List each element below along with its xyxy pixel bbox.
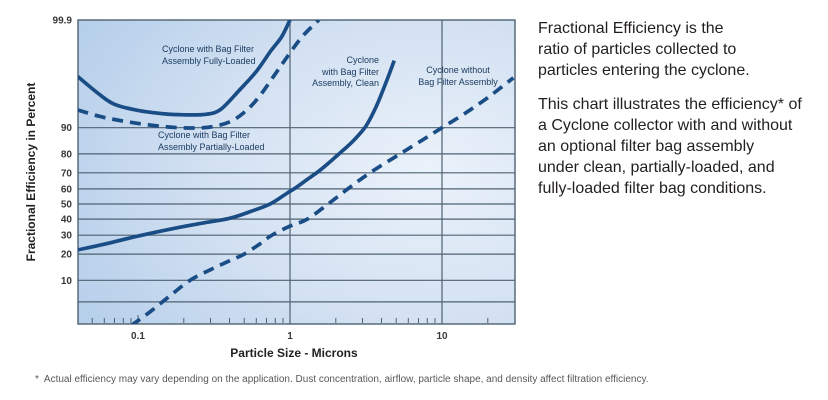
y-tick-label-50: 50 (61, 200, 73, 211)
description-panel: Fractional Efficiency is the ratio of pa… (538, 18, 826, 212)
x-tick-label-0.1: 0.1 (131, 331, 145, 342)
series-line-clean (78, 59, 396, 252)
series-label-fully-loaded: Cyclone with Bag Filter Assembly Fully-L… (162, 44, 256, 66)
y-axis-title: Fractional Efficiency in Percent (24, 82, 38, 262)
y-tick-label-30: 30 (61, 231, 73, 242)
y-tick-label-99.9: 99.9 (53, 16, 73, 27)
y-tick-label-70: 70 (61, 168, 73, 179)
x-tick-label-1: 1 (287, 331, 293, 342)
series-group (78, 20, 515, 324)
series-label-clean: Cyclone with Bag Filter Assembly, Clean (312, 55, 379, 88)
series-label-without-bag-filter: Cyclone without Bag Filter Assembly (418, 65, 498, 87)
series-label-partially-loaded: Cyclone with Bag Filter Assembly Partial… (158, 130, 265, 152)
series-line-without_bag_filter (130, 76, 515, 324)
series-line-partially_loaded (78, 20, 321, 130)
y-tick-label-40: 40 (61, 215, 73, 226)
y-tick-label-90: 90 (61, 123, 73, 134)
plot-border (77, 19, 516, 325)
y-tick-label-20: 20 (61, 250, 73, 261)
description-paragraph-2: This chart illustrates the efficiency* o… (538, 96, 802, 197)
description-paragraph-1: Fractional Efficiency is the ratio of pa… (538, 20, 750, 79)
footnote: * Actual efficiency may vary depending o… (35, 374, 649, 385)
y-tick-label-60: 60 (61, 184, 73, 195)
x-tick-label-10: 10 (436, 331, 448, 342)
y-tick-label-80: 80 (61, 149, 73, 160)
y-tick-label-10: 10 (61, 276, 73, 287)
series-line-fully_loaded (78, 20, 292, 117)
x-axis-title: Particle Size - Microns (230, 346, 358, 360)
